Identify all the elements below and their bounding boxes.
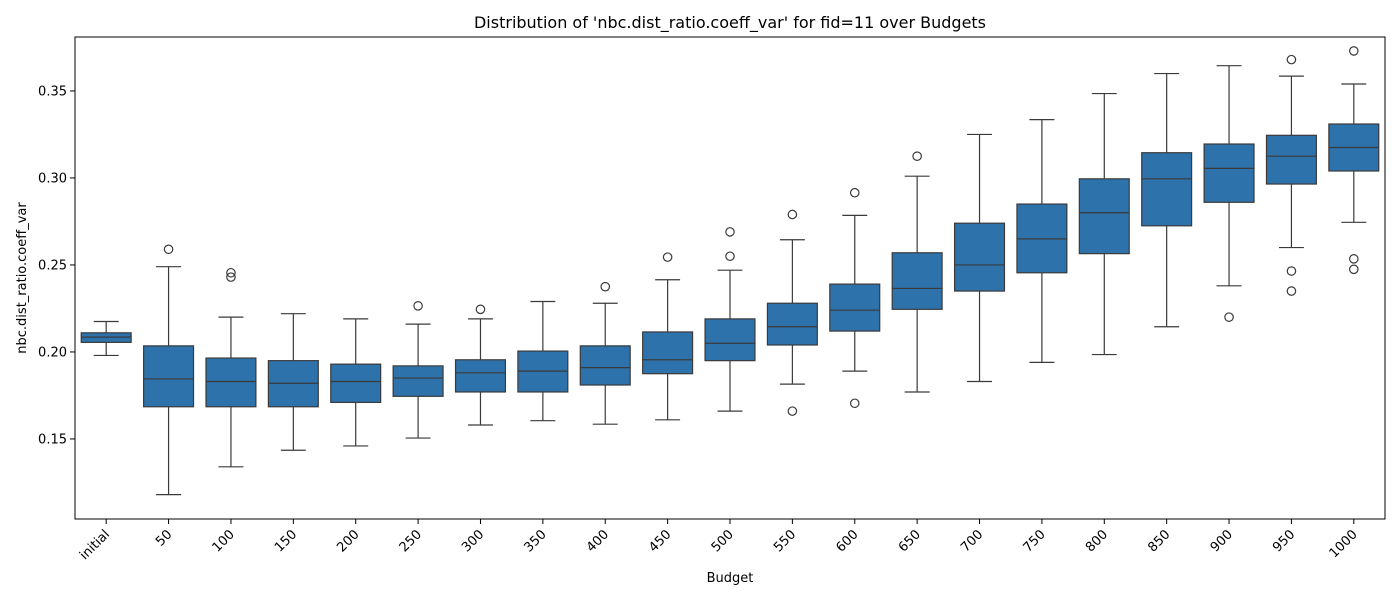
y-tick-label: 0.20 [38,345,67,360]
y-tick-label: 0.35 [38,84,67,99]
outlier-point [1349,264,1359,275]
outlier-point [1286,54,1297,65]
outlier-point [226,267,236,278]
outlier-point [226,272,236,282]
x-tick-label: 700 [958,527,986,555]
y-axis-title: nbc.dist_ratio.coeff_var [15,202,30,354]
outlier-point [1286,286,1297,296]
outlier-point [912,151,922,161]
box-group-500 [704,227,756,412]
box-group-250 [392,301,444,439]
box-group-50 [143,244,195,496]
outlier-point [163,244,174,255]
box [704,318,756,362]
x-tick-label: 400 [584,527,612,555]
box [953,222,1006,292]
box [143,345,195,408]
box-group-800 [1078,92,1130,356]
x-tick-label: 650 [896,527,924,555]
x-tick-label: 350 [522,527,550,555]
outlier-point [849,187,860,198]
box-group-200 [330,318,382,447]
outlier-point [600,281,611,292]
box-group-300 [454,304,507,426]
box [642,331,694,375]
outlier-point [1286,266,1297,276]
box-group-950 [1265,54,1317,296]
box [1078,178,1130,255]
outlier-point [849,398,860,409]
outlier-point [475,304,486,315]
box-group-150 [267,313,319,451]
x-tick-label: 550 [771,527,799,555]
box-group-750 [1016,119,1068,363]
box-group-initial [80,320,132,357]
box [766,302,818,346]
box-group-1000 [1328,46,1380,275]
y-axis: 0.15 0.20 0.25 0.30 0.35 [38,84,75,447]
box [579,345,631,386]
box [1203,143,1255,203]
outlier-point [1349,254,1359,264]
x-tick-label: 250 [397,527,425,555]
box-group-600 [829,187,881,409]
box [829,283,881,332]
box-group-400 [579,281,631,425]
box [891,252,943,310]
box-group-450 [642,252,694,421]
x-tick-label: 900 [1208,527,1236,555]
y-tick-label: 0.15 [38,432,67,447]
outlier-point [413,301,423,311]
x-tick-label: 300 [459,527,487,555]
box [205,357,257,408]
box-group-650 [891,151,943,393]
x-tick-label: 600 [833,527,861,555]
box-group-700 [953,133,1006,383]
x-axis-title: Budget [707,571,754,586]
x-tick-label: 50 [153,527,175,549]
outlier-point [1224,312,1234,322]
x-tick-label: 450 [646,527,674,555]
box-group-100 [205,267,257,468]
x-tick-label: 800 [1083,527,1111,555]
box [1141,152,1193,227]
y-tick-label: 0.30 [38,171,67,186]
x-tick-label: 750 [1021,527,1049,555]
plot-area [80,46,1380,496]
x-tick-label: 850 [1145,527,1173,555]
outlier-point [662,252,673,262]
x-tick-label: 150 [272,527,300,555]
outlier-point [787,209,798,220]
box [392,365,444,397]
outlier-point [1349,46,1359,56]
outlier-point [725,251,735,262]
chart-title: Distribution of 'nbc.dist_ratio.coeff_va… [474,13,986,33]
box [1265,134,1317,185]
x-tick-label: 950 [1270,527,1298,555]
box-group-550 [766,209,818,416]
x-tick-label: 1000 [1327,527,1361,561]
x-tick-label: 200 [334,527,362,555]
box [454,359,507,393]
outlier-point [725,227,735,237]
box [330,363,382,404]
x-tick-label: 500 [709,527,737,555]
x-tick-label: initial [77,527,113,563]
box-group-350 [517,300,569,422]
y-tick-label: 0.25 [38,258,67,273]
box-group-850 [1141,72,1193,328]
x-axis: initial 50 100 150 200 250 300 350 400 450 500 550 6… [77,519,1361,563]
x-tick-label: 100 [210,527,238,555]
box-group-900 [1203,65,1255,322]
outlier-point [787,406,798,416]
